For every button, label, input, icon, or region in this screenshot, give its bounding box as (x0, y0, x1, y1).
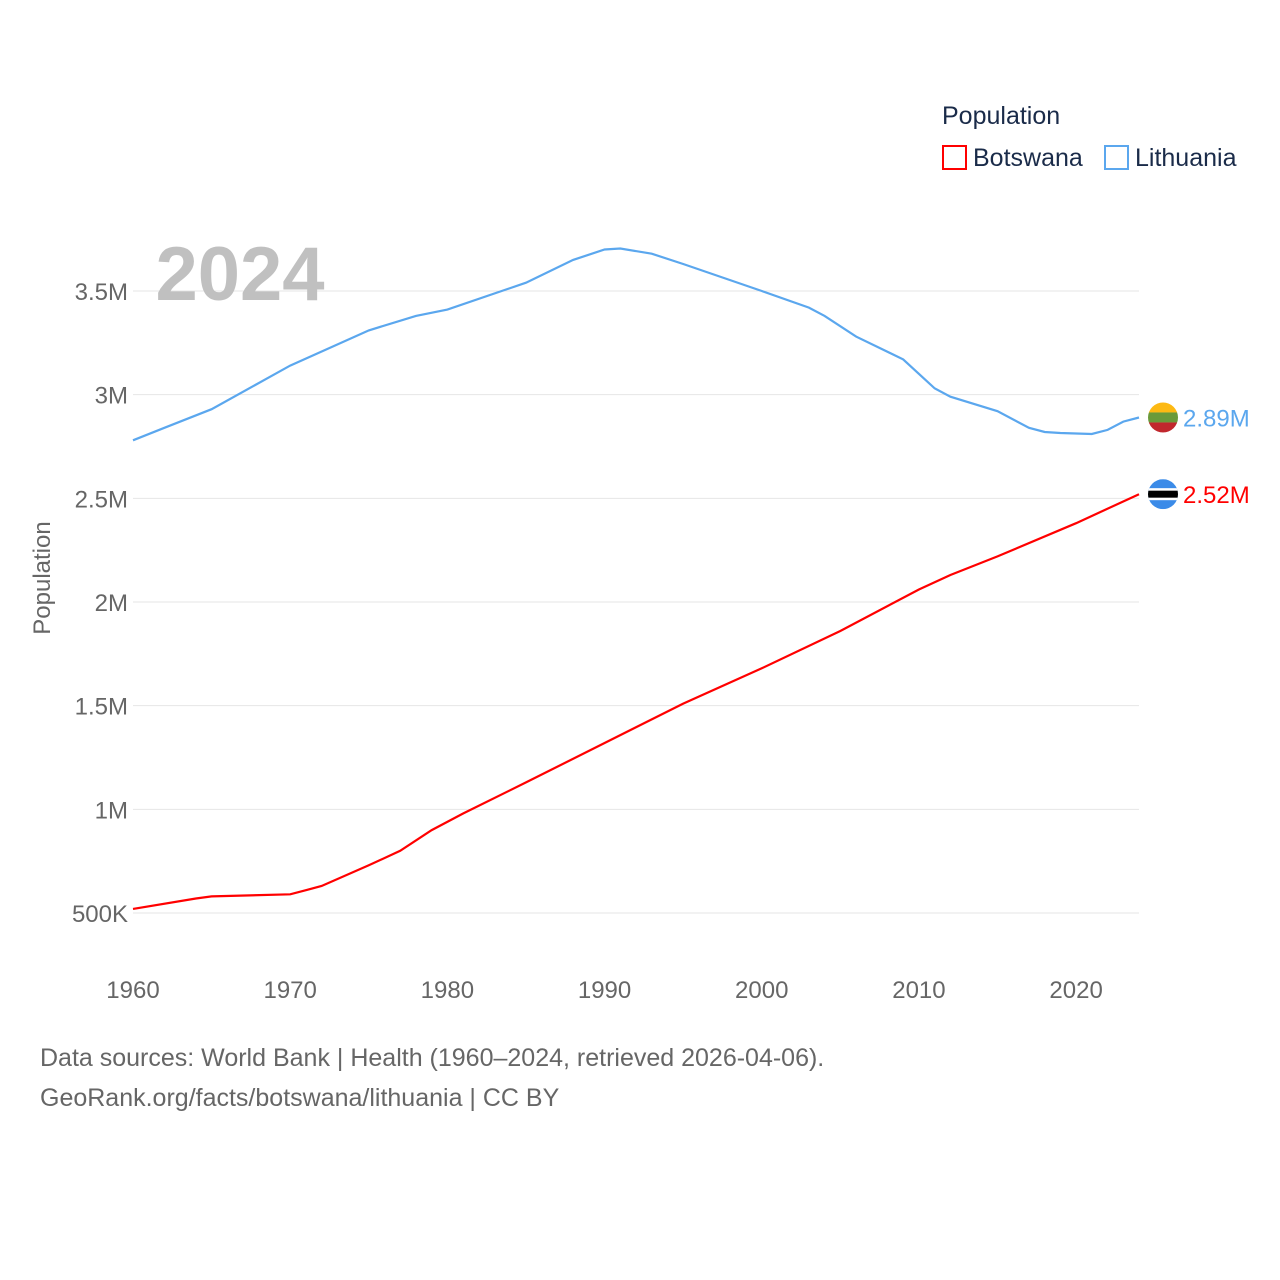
y-tick-label: 1M (95, 797, 128, 824)
y-axis-label: Population (29, 521, 56, 634)
legend: Population Botswana Lithuania (942, 102, 1237, 172)
x-tick-label: 2010 (892, 977, 945, 1004)
legend-swatch[interactable] (1104, 145, 1129, 170)
year-watermark: 2024 (155, 232, 324, 317)
legend-item-lithuania[interactable]: Lithuania (1135, 144, 1237, 172)
y-tick-label: 500K (72, 901, 128, 928)
legend-title: Population (942, 102, 1060, 130)
x-tick-label: 1990 (578, 977, 631, 1004)
end-label-lithuania: 2.89M (1183, 405, 1250, 432)
x-tick-label: 1960 (106, 977, 159, 1004)
y-tick-label: 2M (95, 590, 128, 617)
botswana-flag-icon (1148, 479, 1178, 510)
end-label-botswana: 2.52M (1183, 482, 1250, 509)
y-tick-label: 2.5M (75, 486, 128, 513)
series-line-lithuania (132, 247, 1140, 442)
legend-item-botswana[interactable]: Botswana (973, 144, 1083, 172)
x-tick-label: 1980 (421, 977, 474, 1004)
y-tick-label: 1.5M (75, 694, 128, 721)
legend-swatch[interactable] (942, 145, 967, 170)
footer-link[interactable]: GeoRank.org/facts/botswana/lithuania | C… (40, 1084, 560, 1112)
lithuania-flag-icon (1148, 402, 1178, 433)
x-tick-label: 1970 (263, 977, 316, 1004)
series-line-botswana (132, 493, 1140, 910)
y-tick-label: 3.5M (75, 279, 128, 306)
footer-sources: Data sources: World Bank | Health (1960–… (40, 1044, 825, 1072)
x-tick-label: 2000 (735, 977, 788, 1004)
x-tick-label: 2020 (1049, 977, 1102, 1004)
y-tick-label: 3M (95, 383, 128, 410)
